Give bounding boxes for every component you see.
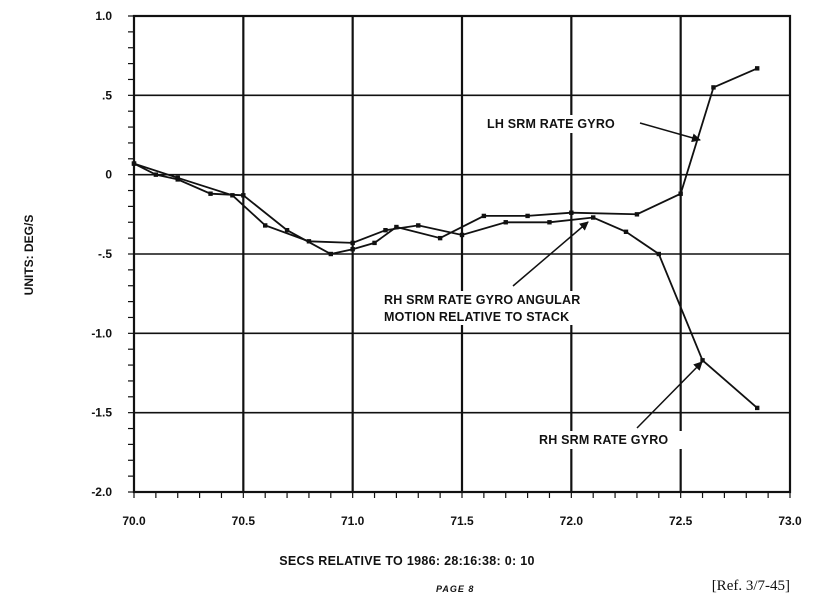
data-point (525, 213, 530, 219)
data-point (241, 193, 246, 198)
data-point (350, 240, 355, 246)
data-point (328, 251, 333, 257)
data-point (131, 161, 137, 166)
x-tick-label: 71.0 (341, 514, 365, 528)
data-point (656, 251, 661, 257)
plot-frame (132, 14, 792, 494)
grid (134, 16, 790, 492)
data-point (711, 85, 716, 90)
data-point (459, 232, 465, 238)
y-tick-label: -.5 (98, 247, 112, 261)
y-tick-label: -2.0 (91, 485, 112, 499)
x-tick-label: 73.0 (778, 514, 802, 528)
data-point (591, 215, 596, 220)
data-point (569, 210, 574, 215)
data-point (175, 175, 180, 181)
annotation-background (535, 431, 691, 449)
series-layer (131, 66, 760, 411)
reference-label: [Ref. 3/7-45] (711, 578, 790, 594)
x-tick-label: 71.5 (450, 514, 474, 528)
annotation-label: LH SRM RATE GYRO (487, 117, 615, 131)
annotation-arrow (636, 361, 703, 429)
x-axis-label: SECS RELATIVE TO 1986: 28:16:38: 0: 10 (279, 554, 535, 568)
page-number: PAGE 8 (436, 584, 475, 594)
data-point (481, 213, 487, 219)
data-point (416, 223, 421, 228)
data-point (284, 228, 290, 233)
data-point (700, 358, 705, 363)
y-tick-label: .5 (102, 88, 112, 102)
annotation-background (483, 115, 639, 133)
annotation-arrow (512, 221, 589, 287)
data-point (263, 223, 268, 228)
data-point (634, 212, 640, 217)
data-point (547, 220, 552, 225)
annotations: LH SRM RATE GYRO RH SRM RATE GYRO ANGULAR… (380, 115, 703, 449)
x-tick-label: 72.0 (560, 514, 584, 528)
data-point (503, 220, 508, 225)
data-point (755, 405, 760, 411)
data-point (153, 172, 159, 177)
annotation-label: MOTION RELATIVE TO STACK (384, 310, 569, 324)
data-point (230, 193, 235, 198)
data-point (350, 247, 355, 252)
data-point (208, 191, 213, 196)
annotation-label: RH SRM RATE GYRO ANGULAR (384, 293, 580, 307)
y-tick-label: 1.0 (95, 9, 112, 23)
data-point (306, 239, 312, 244)
annotation-label: RH SRM RATE GYRO (539, 433, 668, 447)
y-tick-label: -1.5 (91, 406, 112, 420)
data-point (678, 191, 683, 196)
data-point (394, 224, 399, 230)
data-point (623, 229, 629, 234)
x-tick-label: 70.0 (122, 514, 146, 528)
data-point (755, 66, 760, 71)
annotation-background (380, 291, 642, 325)
series-line-rh (133, 162, 758, 409)
y-tick-label: -1.0 (91, 326, 112, 340)
x-tick-label: 72.5 (669, 514, 693, 528)
y-tick-label: 0 (105, 168, 112, 182)
annotation-arrow (639, 122, 701, 143)
axes: 70.0 70.5 71.0 71.5 72.0 72.5 73.0 1.0 .5 0 -.5 -1.… (91, 9, 802, 528)
x-tick-label: 70.5 (232, 514, 256, 528)
data-point (437, 235, 443, 241)
series-line-lh (133, 67, 758, 255)
data-point (383, 228, 388, 233)
y-axis-label: UNITS: DEG/S (22, 215, 36, 296)
data-point (372, 240, 377, 246)
